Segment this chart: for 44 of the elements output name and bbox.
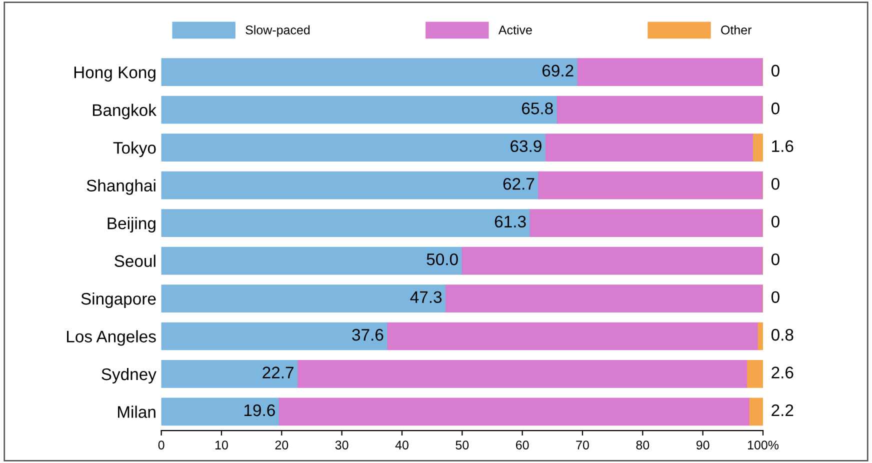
x-tick-label: 50 xyxy=(456,440,469,450)
y-tick-label: Tokyo xyxy=(113,142,156,158)
x-tick-label: 70 xyxy=(576,440,589,450)
data-label: 19.6 xyxy=(244,404,275,416)
y-tick-label: Hong Kong xyxy=(74,66,156,82)
x-tick-label: 30 xyxy=(335,440,348,450)
y-tick-label: Shanghai xyxy=(86,179,156,195)
data-label: 22.7 xyxy=(262,366,294,378)
y-tick-label: Beijing xyxy=(108,217,156,233)
x-tick-label: 0 xyxy=(158,440,164,450)
legend-label: Slow-paced xyxy=(246,25,310,37)
y-tick-label: Sydney xyxy=(102,368,156,384)
x-tick-label: 80 xyxy=(636,440,650,450)
y-tick-label: Los Angeles xyxy=(67,330,156,346)
y-tick-label: Singapore xyxy=(81,292,156,308)
data-label: 1.6 xyxy=(772,140,794,152)
data-label: 0.8 xyxy=(771,328,794,341)
data-label: 37.6 xyxy=(352,328,384,341)
y-tick-label: Seoul xyxy=(114,254,156,267)
data-label: 61.3 xyxy=(494,216,526,228)
data-label: 2.6 xyxy=(772,366,794,378)
data-label: 0 xyxy=(771,253,780,266)
data-label: 0 xyxy=(771,64,780,77)
data-label: 62.7 xyxy=(503,178,534,190)
y-tick-label: Milan xyxy=(118,406,156,418)
data-label: 0 xyxy=(771,102,780,114)
x-tick-label: 100% xyxy=(748,440,779,450)
data-label: 2.2 xyxy=(772,404,794,416)
data-label: 0 xyxy=(771,178,780,190)
data-label: 69.2 xyxy=(542,64,574,77)
x-tick-label: 40 xyxy=(395,440,408,450)
x-tick-label: 10 xyxy=(215,440,228,450)
data-label: 50.0 xyxy=(426,253,458,266)
x-tick-label: 60 xyxy=(516,440,529,450)
data-label: 0 xyxy=(771,291,780,303)
data-label: 63.9 xyxy=(510,140,542,152)
data-label: 65.8 xyxy=(522,102,553,114)
x-tick-label: 20 xyxy=(275,440,288,450)
data-label: 47.3 xyxy=(410,291,442,303)
x-tick-label: 90 xyxy=(696,440,710,450)
legend-label: Active xyxy=(498,25,532,34)
legend-label: Other xyxy=(721,25,752,34)
y-tick-label: Bangkok xyxy=(92,104,156,120)
data-label: 0 xyxy=(771,216,780,228)
